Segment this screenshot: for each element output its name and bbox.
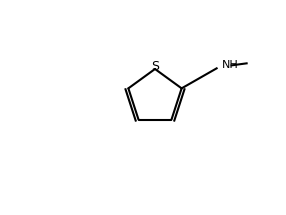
Text: S: S <box>151 60 159 74</box>
Text: NH: NH <box>222 60 238 70</box>
